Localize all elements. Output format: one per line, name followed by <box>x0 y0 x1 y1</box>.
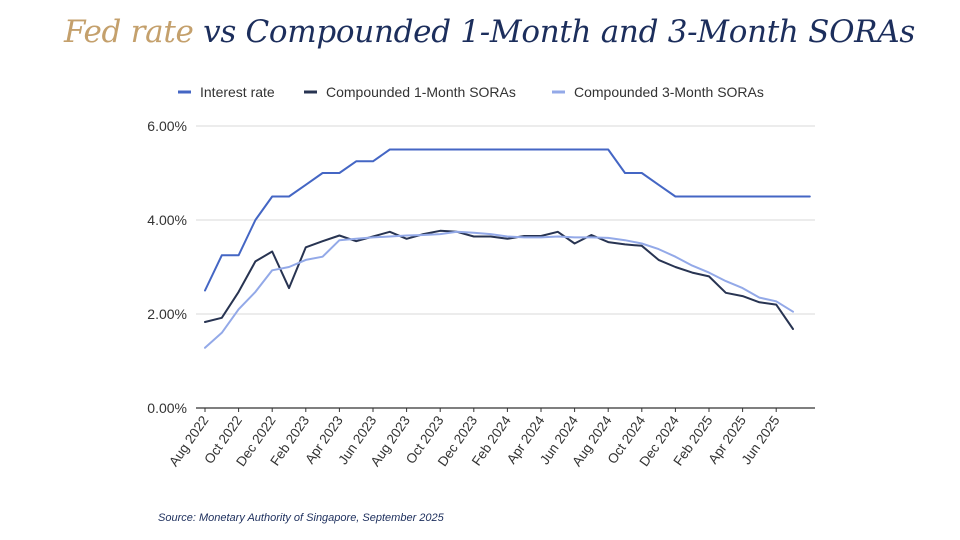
legend-label: Interest rate <box>200 84 275 100</box>
source-note: Source: Monetary Authority of Singapore,… <box>158 512 444 524</box>
y-tick-label: 2.00% <box>147 306 187 322</box>
chart-title: Fed rate vs Compounded 1-Month and 3-Mon… <box>64 14 915 50</box>
title-accent: Fed rate <box>64 14 194 50</box>
series-line <box>204 230 794 349</box>
legend-label: Compounded 3-Month SORAs <box>574 84 764 100</box>
y-tick-label: 4.00% <box>147 212 187 228</box>
title-rest: vs Compounded 1-Month and 3-Month SORAs <box>193 14 915 50</box>
series-line <box>204 148 811 292</box>
y-tick-label: 0.00% <box>147 400 187 416</box>
series-line <box>204 229 794 330</box>
y-tick-label: 6.00% <box>147 118 187 134</box>
legend-label: Compounded 1-Month SORAs <box>326 84 516 100</box>
